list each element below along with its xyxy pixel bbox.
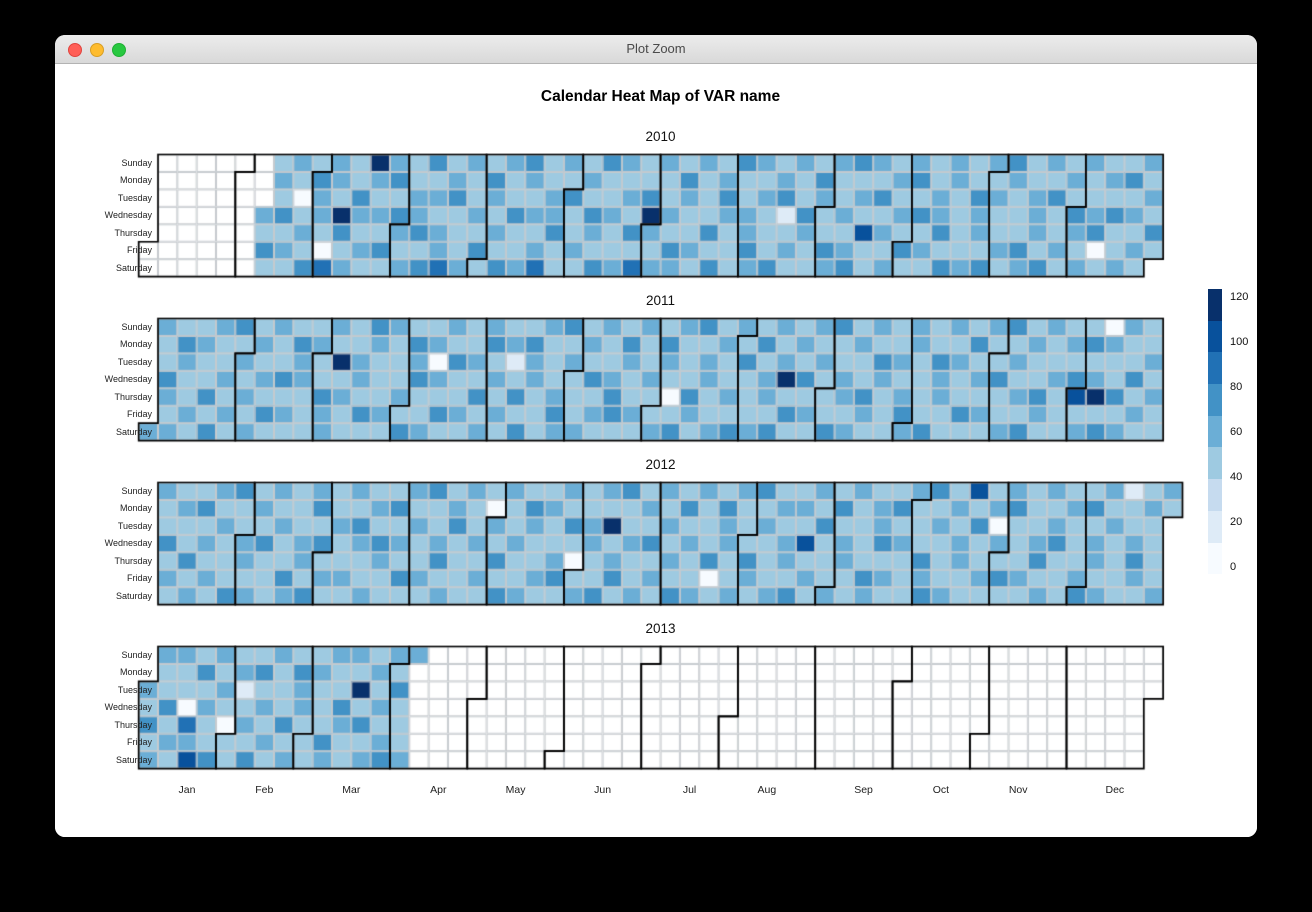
year-label: 2010 [645,129,676,144]
day-label: Saturday [115,590,152,601]
plot-area: Calendar Heat Map of VAR name 2010 Sunday… [55,64,1257,837]
minimize-button[interactable] [90,43,104,57]
month-label-may: May [505,784,526,796]
legend-strip [1208,289,1222,575]
day-label: Monday [119,667,152,678]
month-label-dec: Dec [1105,784,1125,796]
calendar-panels: 2010 Sunday Monday Tuesday Wednesday Thursday… [55,124,1195,780]
plot-zoom-window: Plot Zoom Calendar Heat Map of VAR name … [55,35,1257,837]
day-label: Tuesday [117,192,152,203]
day-label: Tuesday [117,520,152,531]
chart-title: Calendar Heat Map of VAR name [540,88,781,105]
year-label: 2011 [645,293,676,308]
day-label: Friday [126,245,152,256]
color-legend: 120 100 80 60 40 20 0 [1208,289,1256,589]
year-panel-2011: 2011 Sunday Monday Tuesday Wednesday Thursday… [55,288,1195,452]
day-label: Wednesday [104,210,152,221]
year-label: 2012 [645,457,676,472]
year-panel-2012: 2012 Sunday Monday Tuesday Wednesday Thursday… [55,452,1195,616]
legend-block [1208,510,1222,543]
day-label: Sunday [121,158,152,168]
month-label-apr: Apr [430,784,447,796]
month-label-jul: Jul [682,784,697,796]
window-titlebar[interactable]: Plot Zoom [55,35,1257,64]
legend-block [1208,479,1222,511]
day-label: Sunday [121,322,152,332]
legend-tick-label: 20 [1230,516,1243,528]
day-label: Friday [126,737,152,748]
day-label: Tuesday [117,684,152,695]
legend-block [1208,320,1222,353]
day-label: Wednesday [104,374,152,385]
day-label: Wednesday [104,702,152,713]
day-label: Tuesday [117,356,152,367]
day-label: Thursday [114,719,152,730]
year-label: 2013 [645,621,676,636]
month-label-nov: Nov [1008,784,1028,796]
day-label: Thursday [114,555,152,566]
day-label: Wednesday [104,538,152,549]
legend-tick-label: 60 [1230,426,1243,438]
day-label: Sunday [121,650,152,660]
day-label: Friday [126,573,152,584]
close-button[interactable] [68,43,82,57]
day-label: Thursday [114,227,152,238]
calendar-canvas-2013 [55,645,1195,772]
month-label-feb: Feb [255,784,274,796]
legend-tick-label: 0 [1230,561,1237,573]
legend-tick-label: 120 [1230,291,1249,303]
legend-block [1208,352,1222,385]
day-label: Sunday [121,486,152,496]
day-label: Monday [119,339,152,350]
calendar-canvas-2012 [55,481,1195,608]
day-label: Saturday [115,426,152,437]
day-label: Friday [126,409,152,420]
legend-block [1208,289,1222,321]
month-label-jun: Jun [594,784,612,796]
legend-block [1208,542,1222,575]
calendar-canvas-2011 [55,317,1195,444]
day-label: Thursday [114,391,152,402]
month-label-sep: Sep [854,784,873,796]
legend-block [1208,447,1222,480]
legend-block [1208,415,1222,448]
legend-block [1208,384,1222,416]
legend-tick-label: 100 [1230,336,1249,348]
month-label-jan: Jan [178,784,196,796]
day-label: Monday [119,503,152,514]
month-label-aug: Aug [757,784,777,796]
year-panel-2013: 2013 Sunday Monday Tuesday Wednesday Thursday… [55,616,1195,780]
month-axis: Jan Feb Mar Apr May Jun Jul Aug Sep Oct Nov Dec [55,780,1195,802]
month-label-oct: Oct [932,784,950,796]
day-label: Saturday [115,262,152,273]
month-label-mar: Mar [342,784,361,796]
day-label: Saturday [115,754,152,765]
window-title: Plot Zoom [626,41,686,56]
legend-tick-label: 80 [1230,381,1243,393]
day-label: Monday [119,175,152,186]
calendar-canvas-2010 [55,153,1195,280]
year-panel-2010: 2010 Sunday Monday Tuesday Wednesday Thursday… [55,124,1195,288]
zoom-button[interactable] [112,43,126,57]
legend-tick-label: 40 [1230,471,1243,483]
